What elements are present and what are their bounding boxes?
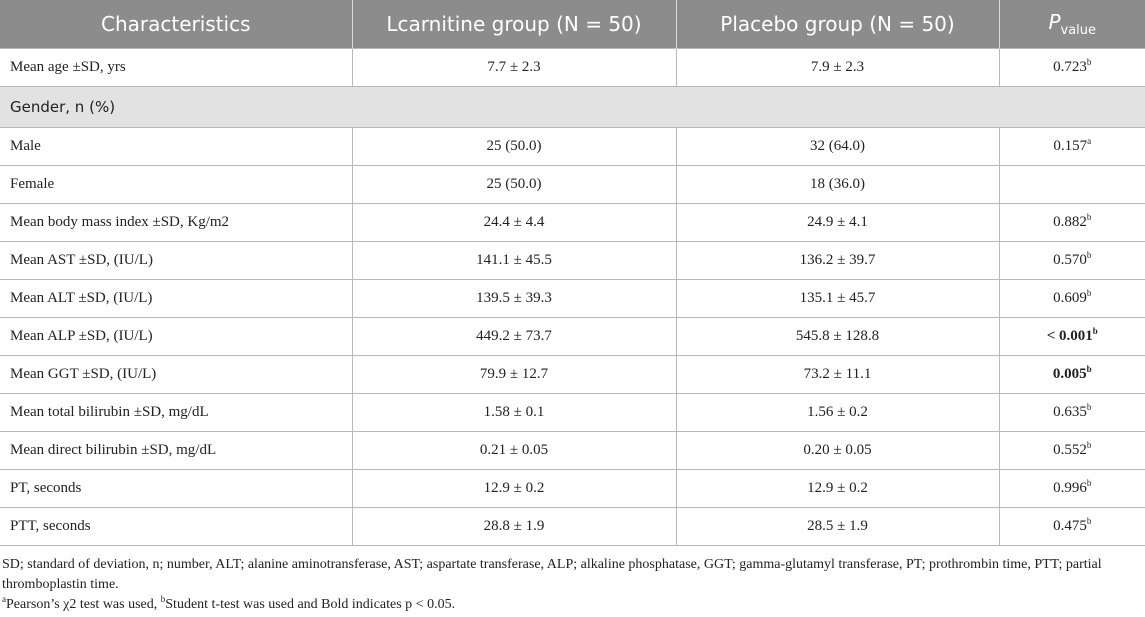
lcarnitine-value: 1.58 ± 0.1 — [351, 393, 677, 432]
placebo-value: 545.8 ± 128.8 — [675, 317, 1000, 356]
table-footnotes: SD; standard of deviation, n; number, AL… — [2, 555, 1142, 615]
characteristics-table: Characteristics Lcarnitine group (N = 50… — [0, 0, 1145, 546]
p-value-footnote-mark: b — [1086, 288, 1092, 298]
p-value-cell: 0.996b — [998, 469, 1145, 508]
placebo-value: 12.9 ± 0.2 — [675, 469, 1000, 508]
table-row-direct-bilirubin: Mean direct bilirubin ±SD, mg/dL 0.21 ± … — [0, 431, 1145, 470]
p-value: 0.157 — [1053, 138, 1088, 154]
p-value-footnote-mark: b — [1086, 478, 1092, 488]
row-label: Mean ALT ±SD, (IU/L) — [0, 279, 353, 318]
lcarnitine-value: 7.7 ± 2.3 — [351, 48, 677, 87]
note-a: Pearson’s χ2 test was used, — [6, 597, 161, 612]
abbreviations-note: SD; standard of deviation, n; number, AL… — [2, 557, 1102, 592]
placebo-value: 0.20 ± 0.05 — [675, 431, 1000, 470]
p-value-cell: 0.475b — [998, 507, 1145, 546]
p-value: 0.570 — [1053, 252, 1087, 268]
lcarnitine-value: 25 (50.0) — [351, 127, 677, 166]
lcarnitine-value: 79.9 ± 12.7 — [351, 355, 677, 394]
row-label: Mean age ±SD, yrs — [0, 48, 353, 87]
p-value-letter: P — [1048, 10, 1061, 34]
p-value: 0.552 — [1053, 442, 1087, 458]
p-value: 0.005 — [1052, 366, 1087, 382]
row-label: Male — [0, 127, 353, 166]
p-value-footnote-mark: b — [1086, 57, 1092, 67]
p-value-footnote-mark: b — [1092, 326, 1098, 336]
table-row-male: Male 25 (50.0) 32 (64.0) 0.157a — [0, 127, 1145, 166]
header-lcarnitine-group: Lcarnitine group (N = 50) — [352, 0, 677, 49]
test-notes: aPearson’s χ2 test was used, bStudent t-… — [2, 595, 1142, 615]
lcarnitine-value: 139.5 ± 39.3 — [351, 279, 677, 318]
section-row-gender: Gender, n (%) — [0, 86, 1145, 128]
header-placebo-group: Placebo group (N = 50) — [676, 0, 1000, 49]
row-label: Mean ALP ±SD, (IU/L) — [0, 317, 353, 356]
p-value: 0.609 — [1053, 290, 1087, 306]
placebo-value: 18 (36.0) — [675, 165, 1000, 204]
row-label: Female — [0, 165, 353, 204]
placebo-value: 24.9 ± 4.1 — [675, 203, 1000, 242]
row-label: PTT, seconds — [0, 507, 353, 546]
table-row-ptt: PTT, seconds 28.8 ± 1.9 28.5 ± 1.9 0.475… — [0, 507, 1145, 546]
p-value-footnote-mark: a — [1087, 136, 1092, 146]
p-value-cell: 0.609b — [998, 279, 1145, 318]
placebo-value: 135.1 ± 45.7 — [675, 279, 1000, 318]
table-row-ast: Mean AST ±SD, (IU/L) 141.1 ± 45.5 136.2 … — [0, 241, 1145, 280]
note-b: Student t-test was used and Bold indicat… — [165, 597, 456, 612]
row-label: Mean direct bilirubin ±SD, mg/dL — [0, 431, 353, 470]
placebo-value: 32 (64.0) — [675, 127, 1000, 166]
placebo-value: 73.2 ± 11.1 — [675, 355, 1000, 394]
table-row-alp: Mean ALP ±SD, (IU/L) 449.2 ± 73.7 545.8 … — [0, 317, 1145, 356]
p-value-cell: 0.005b — [998, 355, 1145, 394]
p-value-footnote-mark: b — [1086, 250, 1092, 260]
row-label: Mean total bilirubin ±SD, mg/dL — [0, 393, 353, 432]
table-row-ggt: Mean GGT ±SD, (IU/L) 79.9 ± 12.7 73.2 ± … — [0, 355, 1145, 394]
row-label: Mean GGT ±SD, (IU/L) — [0, 355, 353, 394]
p-value-cell: 0.882b — [998, 203, 1145, 242]
p-value-footnote-mark: b — [1086, 516, 1092, 526]
p-value-subscript: value — [1060, 23, 1097, 38]
footnote-mark-a: a — [2, 594, 6, 604]
placebo-value: 136.2 ± 39.7 — [675, 241, 1000, 280]
lcarnitine-value: 25 (50.0) — [351, 165, 677, 204]
p-value: 0.635 — [1053, 404, 1087, 420]
p-value-cell: < 0.001b — [998, 317, 1145, 356]
lcarnitine-value: 24.4 ± 4.4 — [351, 203, 677, 242]
p-value: 0.723 — [1053, 59, 1087, 75]
table-row-female: Female 25 (50.0) 18 (36.0) — [0, 165, 1145, 204]
placebo-value: 28.5 ± 1.9 — [675, 507, 1000, 546]
header-characteristics: Characteristics — [0, 0, 353, 49]
placebo-value: 1.56 ± 0.2 — [675, 393, 1000, 432]
lcarnitine-value: 449.2 ± 73.7 — [351, 317, 677, 356]
p-value-cell: 0.635b — [998, 393, 1145, 432]
p-value-cell: 0.157a — [998, 127, 1145, 166]
row-label: Mean body mass index ±SD, Kg/m2 — [0, 203, 353, 242]
footnote-mark-b: b — [160, 594, 166, 604]
table-header-row: Characteristics Lcarnitine group (N = 50… — [0, 0, 1145, 49]
p-value-cell: 0.723b — [998, 48, 1145, 87]
row-label: PT, seconds — [0, 469, 353, 508]
p-value-footnote-mark: b — [1086, 402, 1092, 412]
p-value: 0.475 — [1053, 518, 1087, 534]
section-label-gender: Gender, n (%) — [0, 86, 1145, 128]
table-row-pt: PT, seconds 12.9 ± 0.2 12.9 ± 0.2 0.996b — [0, 469, 1145, 508]
lcarnitine-value: 141.1 ± 45.5 — [351, 241, 677, 280]
p-value-footnote-mark: b — [1086, 440, 1092, 450]
p-value-cell — [998, 165, 1145, 204]
lcarnitine-value: 12.9 ± 0.2 — [351, 469, 677, 508]
table-row-age: Mean age ±SD, yrs 7.7 ± 2.3 7.9 ± 2.3 0.… — [0, 48, 1145, 87]
table-row-bmi: Mean body mass index ±SD, Kg/m2 24.4 ± 4… — [0, 203, 1145, 242]
row-label: Mean AST ±SD, (IU/L) — [0, 241, 353, 280]
p-value-cell: 0.552b — [998, 431, 1145, 470]
table-row-alt: Mean ALT ±SD, (IU/L) 139.5 ± 39.3 135.1 … — [0, 279, 1145, 318]
p-value: 0.996 — [1053, 480, 1087, 496]
p-value-footnote-mark: b — [1086, 364, 1092, 374]
p-value: 0.882 — [1053, 214, 1087, 230]
placebo-value: 7.9 ± 2.3 — [675, 48, 1000, 87]
p-value-footnote-mark: b — [1086, 212, 1092, 222]
p-value: < 0.001 — [1046, 328, 1093, 344]
p-value-cell: 0.570b — [998, 241, 1145, 280]
table-row-total-bilirubin: Mean total bilirubin ±SD, mg/dL 1.58 ± 0… — [0, 393, 1145, 432]
header-p-value: Pvalue — [999, 0, 1145, 49]
lcarnitine-value: 0.21 ± 0.05 — [351, 431, 677, 470]
lcarnitine-value: 28.8 ± 1.9 — [351, 507, 677, 546]
